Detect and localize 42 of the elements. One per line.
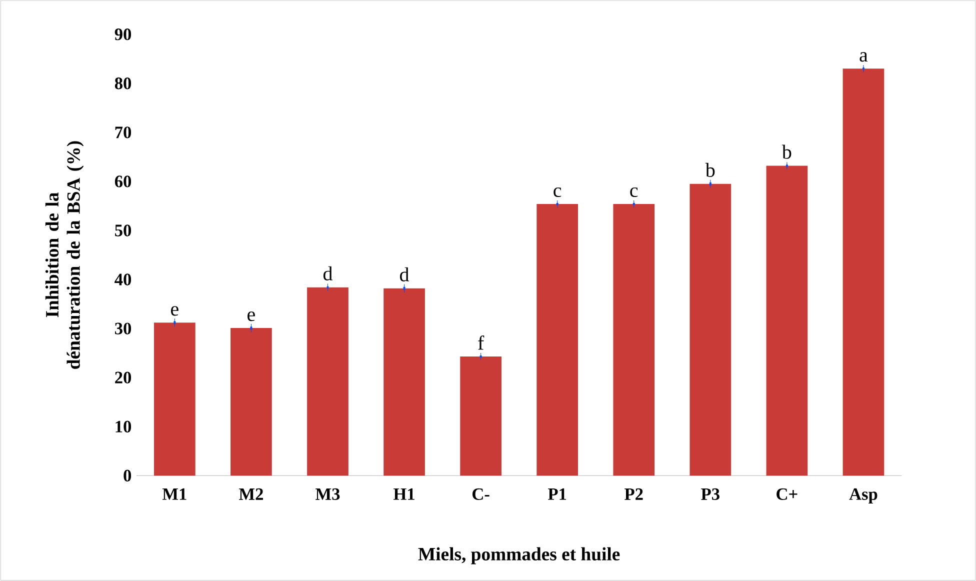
bar (766, 166, 808, 476)
bar (154, 322, 196, 476)
x-tick-label: C+ (776, 488, 798, 500)
annotation: c (554, 187, 562, 198)
bar (842, 68, 884, 476)
y-tick-label: 10 (116, 420, 132, 432)
y-tick-label: 70 (115, 126, 132, 138)
x-axis-title: Miels, pommades et huile (418, 547, 620, 564)
x-tick-label: P2 (624, 488, 643, 500)
x-tick-label: P1 (548, 488, 566, 500)
y-tick-label: 50 (115, 224, 132, 236)
bar (613, 204, 655, 476)
bar (230, 328, 272, 476)
annotation: f (478, 335, 484, 350)
bar (460, 356, 502, 476)
y-tick-label: 80 (114, 78, 132, 90)
annotation: c (630, 187, 638, 198)
x-tick-label: M2 (238, 488, 263, 500)
y-axis-title: Inhibition de la dénaturation de la BSA (%) (45, 141, 84, 369)
annotation: d (323, 266, 332, 280)
x-tick-label: Asp (849, 488, 878, 504)
bar (690, 184, 732, 476)
x-tick-label: H1 (393, 488, 414, 500)
x-tick-label: M1 (162, 488, 186, 500)
bar (384, 288, 425, 476)
bar (307, 287, 348, 476)
annotation: d (400, 267, 410, 282)
x-tick-label: M3 (316, 488, 340, 500)
annotation: b (782, 144, 792, 159)
y-tick-label: 60 (114, 176, 132, 188)
bar (536, 204, 578, 476)
y-tick-label: 40 (114, 274, 132, 286)
annotation: e (171, 306, 178, 316)
y-tick-label: 30 (115, 322, 132, 334)
x-tick-label: P3 (701, 488, 720, 500)
annotation: a (860, 52, 868, 62)
y-tick-label: 20 (115, 372, 132, 384)
y-tick-label: 0 (124, 470, 132, 482)
x-tick-label: C- (472, 488, 490, 500)
y-tick-label: 90 (114, 28, 132, 40)
annotation: b (705, 162, 715, 177)
annotation: e (248, 312, 255, 322)
